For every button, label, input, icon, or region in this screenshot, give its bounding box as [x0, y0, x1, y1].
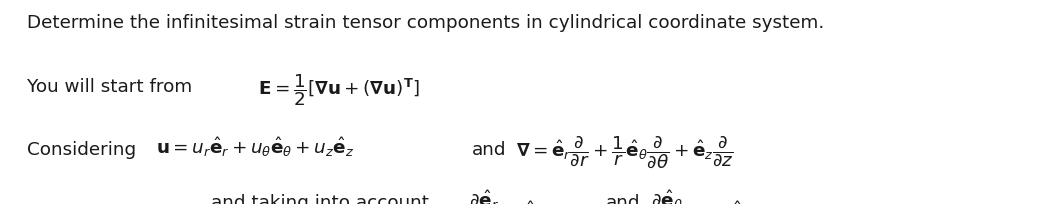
Text: $\mathbf{u} = u_r\hat{\mathbf{e}}_r + u_\theta\hat{\mathbf{e}}_\theta + u_z\hat{: $\mathbf{u} = u_r\hat{\mathbf{e}}_r + u_…: [156, 136, 354, 160]
Text: $\mathbf{\nabla} = \hat{\mathbf{e}}_r\dfrac{\partial}{\partial r} + \dfrac{1}{r}: $\mathbf{\nabla} = \hat{\mathbf{e}}_r\df…: [516, 134, 734, 170]
Text: $\dfrac{\partial\hat{\mathbf{e}}_r}{\partial\theta} = \hat{\mathbf{e}}_\theta$: $\dfrac{\partial\hat{\mathbf{e}}_r}{\par…: [469, 189, 543, 204]
Text: Determine the infinitesimal strain tensor components in cylindrical coordinate s: Determine the infinitesimal strain tenso…: [27, 14, 824, 32]
Text: You will start from: You will start from: [27, 78, 193, 95]
Text: and: and: [605, 194, 640, 204]
Text: and: and: [472, 141, 506, 159]
Text: Considering: Considering: [27, 141, 137, 159]
Text: and taking into account: and taking into account: [211, 194, 429, 204]
Text: $\dfrac{\partial\hat{\mathbf{e}}_\theta}{\partial\theta} = -\hat{\mathbf{e}}_r$: $\dfrac{\partial\hat{\mathbf{e}}_\theta}…: [651, 189, 750, 204]
Text: $\mathbf{E} = \dfrac{1}{2}[\mathbf{\nabla u} + (\mathbf{\nabla u})^{\mathbf{T}}]: $\mathbf{E} = \dfrac{1}{2}[\mathbf{\nabl…: [258, 72, 420, 108]
